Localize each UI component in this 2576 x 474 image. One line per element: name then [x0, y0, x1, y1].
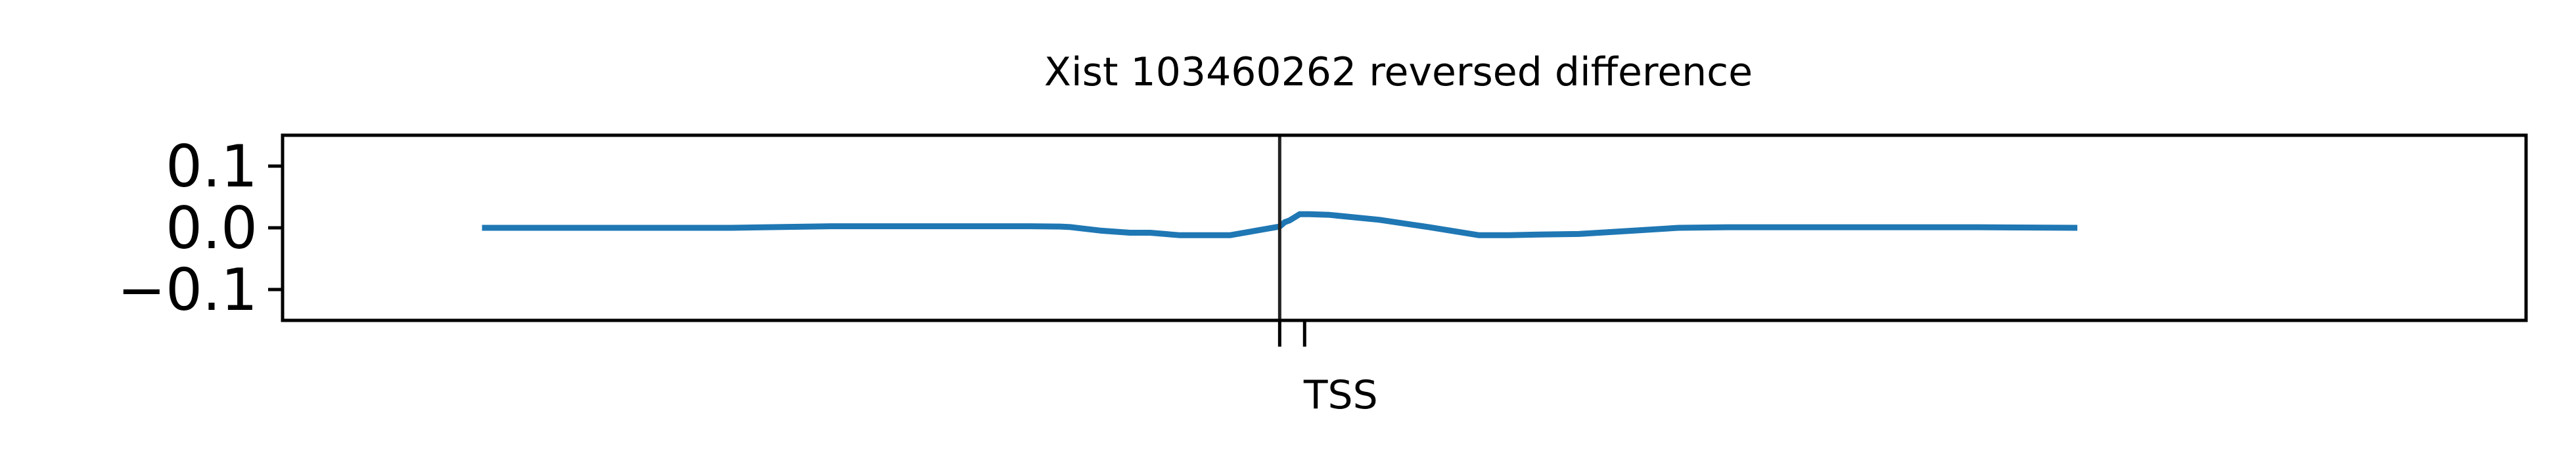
x-tick-label: TSS: [1303, 372, 1378, 418]
y-tick-label: −0.1: [117, 256, 258, 324]
y-tick-label: 0.0: [166, 194, 258, 262]
y-tick-label: 0.1: [166, 133, 258, 200]
x-axis: TSS: [1277, 320, 1378, 418]
plot-area: [281, 133, 2528, 322]
series-line: [482, 211, 2078, 238]
y-axis: 0.10.0−0.1: [117, 133, 283, 324]
chart-title: Xist 103460262 reversed difference: [1044, 49, 1753, 95]
